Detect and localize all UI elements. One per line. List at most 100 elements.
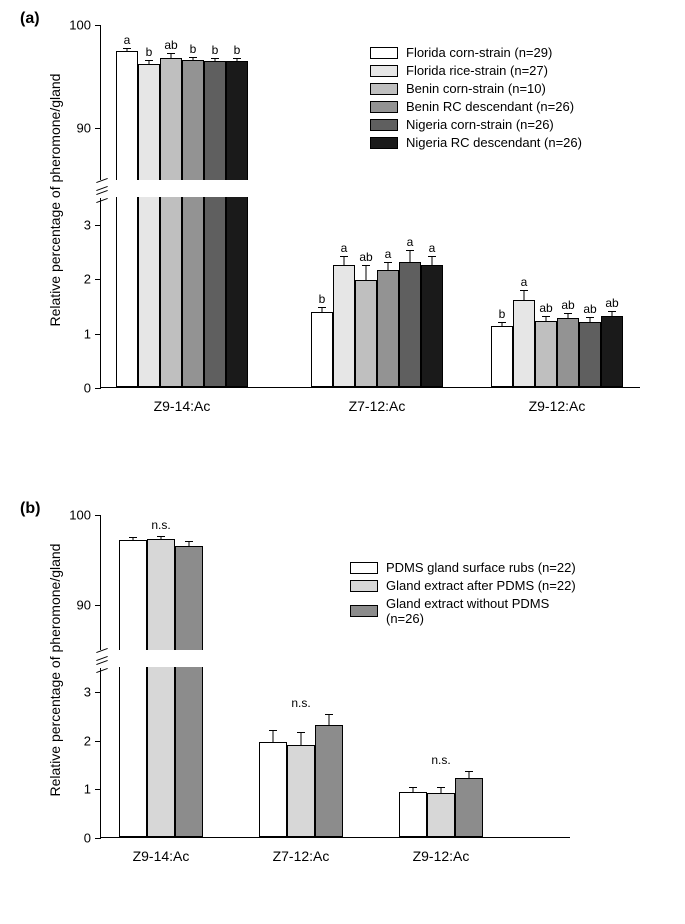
legend-swatch (350, 562, 378, 574)
panel-a: (a) Relative percentage of pheromone/gla… (40, 10, 660, 413)
error-cap (189, 57, 197, 58)
y-tick-label: 0 (84, 381, 91, 396)
significance-label: a (521, 275, 528, 289)
y-tick-label: 3 (84, 218, 91, 233)
legend-swatch (370, 119, 398, 131)
error-bar (329, 714, 330, 726)
bar (175, 667, 203, 837)
legend-label: PDMS gland surface rubs (n=22) (386, 560, 576, 575)
y-tick (95, 388, 101, 389)
error-cap (409, 787, 417, 788)
y-tick (95, 789, 101, 790)
lower-plot-region: 0123Z9-14:AcbaabaaaZ7-12:AcbaababababZ9-… (100, 198, 640, 388)
error-bar (410, 250, 411, 264)
error-cap (157, 536, 165, 537)
bar (427, 793, 455, 837)
y-tick-label: 2 (84, 272, 91, 287)
chart-a: Relative percentage of pheromone/gland90… (40, 10, 660, 413)
panel-a-label: (a) (20, 10, 40, 28)
bar (377, 270, 399, 387)
error-cap (520, 290, 528, 291)
y-axis-title: Relative percentage of pheromone/gland (47, 520, 63, 820)
y-tick-label: 1 (84, 782, 91, 797)
error-bar (344, 256, 345, 266)
error-cap (233, 58, 241, 59)
bar (160, 58, 182, 180)
y-tick (95, 741, 101, 742)
bar (204, 61, 226, 180)
x-category-label: Z9-12:Ac (413, 848, 470, 864)
error-bar (441, 787, 442, 794)
bar (226, 61, 248, 180)
panel-b: (b) Relative percentage of pheromone/gla… (40, 500, 590, 863)
error-bar (301, 732, 302, 746)
error-cap (129, 537, 137, 538)
error-cap (362, 265, 370, 266)
error-bar (469, 771, 470, 779)
legend: Florida corn-strain (n=29)Florida rice-s… (370, 45, 582, 153)
error-bar (273, 730, 274, 744)
significance-label: b (146, 45, 153, 59)
bar (399, 792, 427, 837)
bar (116, 51, 138, 180)
significance-label: ab (561, 298, 574, 312)
error-cap (542, 316, 550, 317)
significance-label: ab (583, 302, 596, 316)
error-cap (269, 730, 277, 731)
legend-item: Gland extract without PDMS (n=26) (350, 596, 590, 626)
significance-label: ab (164, 38, 177, 52)
legend-label: Gland extract after PDMS (n=22) (386, 578, 576, 593)
axis-break (96, 658, 108, 676)
significance-label: b (499, 307, 506, 321)
legend-label: Florida rice-strain (n=27) (406, 63, 548, 78)
x-category-label: Z9-14:Ac (133, 848, 190, 864)
y-tick (95, 692, 101, 693)
significance-label: n.s. (151, 518, 170, 532)
bar (226, 197, 248, 387)
bar (119, 540, 147, 650)
error-cap (211, 58, 219, 59)
y-tick (95, 279, 101, 280)
bar (175, 546, 203, 650)
error-cap (325, 714, 333, 715)
y-tick-label: 0 (84, 831, 91, 846)
bar (138, 197, 160, 387)
chart-b: Relative percentage of pheromone/gland90… (40, 500, 590, 863)
bar (355, 280, 377, 387)
legend-swatch (370, 101, 398, 113)
bar (160, 197, 182, 387)
error-cap (297, 732, 305, 733)
legend-label: Nigeria RC descendant (n=26) (406, 135, 582, 150)
bar (287, 745, 315, 837)
significance-label: a (124, 33, 131, 47)
bar (138, 64, 160, 180)
error-cap (564, 313, 572, 314)
y-tick-label: 100 (69, 508, 91, 523)
y-tick (95, 515, 101, 516)
bar (147, 539, 175, 650)
y-tick (95, 838, 101, 839)
y-tick-label: 1 (84, 326, 91, 341)
bar (182, 60, 204, 180)
bar (513, 300, 535, 387)
bar (491, 326, 513, 387)
error-bar (432, 256, 433, 266)
legend-swatch (370, 47, 398, 59)
significance-label: b (190, 42, 197, 56)
legend-item: Nigeria RC descendant (n=26) (370, 135, 582, 150)
bar (579, 322, 601, 387)
error-cap (406, 250, 414, 251)
bar (601, 316, 623, 387)
error-cap (145, 60, 153, 61)
legend-label: Benin RC descendant (n=26) (406, 99, 574, 114)
y-tick (95, 25, 101, 26)
bar (399, 262, 421, 387)
x-category-label: Z7-12:Ac (273, 848, 330, 864)
bar (147, 667, 175, 837)
y-tick (95, 128, 101, 129)
bar (116, 197, 138, 387)
bar (535, 321, 557, 387)
error-cap (318, 307, 326, 308)
legend-item: Benin RC descendant (n=26) (370, 99, 582, 114)
y-tick-label: 2 (84, 733, 91, 748)
